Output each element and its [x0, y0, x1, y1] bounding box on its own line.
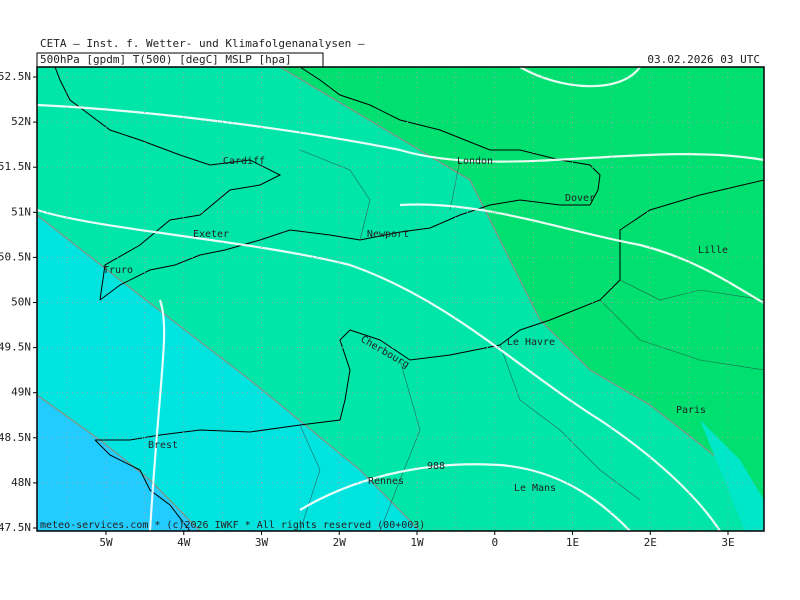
- lat-label: 52N: [11, 115, 31, 128]
- place-label: Newport: [367, 229, 409, 240]
- place-label: Le Mans: [514, 483, 556, 494]
- lon-label: 4W: [177, 536, 191, 549]
- isobar: [519, 67, 641, 88]
- lat-label: 50N: [11, 296, 31, 309]
- isobar: [37, 208, 721, 531]
- coastline: [54, 67, 282, 301]
- isobar: [148, 299, 166, 531]
- footer: meteo-services.com * (c)2026 IWKF * All …: [40, 520, 425, 531]
- isobar: [37, 103, 764, 163]
- lat-label: 49.5N: [0, 341, 31, 354]
- zone-edge: [37, 214, 421, 531]
- contour-label: 988: [427, 461, 445, 472]
- lat-label: 51N: [11, 205, 31, 218]
- lon-label: 0: [491, 536, 498, 549]
- fields: 500hPa [gpdm] T(500) [degC] MSLP [hpa]: [40, 53, 292, 66]
- place-label: Rennes: [368, 476, 404, 487]
- lat-label: 47.5N: [0, 521, 31, 534]
- lon-label: 2W: [333, 536, 347, 549]
- lat-label: 50.5N: [0, 250, 31, 263]
- valid-time: 03.02.2026 03 UTC: [647, 53, 760, 66]
- place-label: Truro: [103, 265, 133, 276]
- zone: [280, 67, 764, 505]
- place-label: Brest: [148, 440, 178, 451]
- place-label: Dover: [565, 193, 595, 204]
- coastline: [94, 439, 191, 531]
- lon-label: 2E: [644, 536, 657, 549]
- place-label: London: [457, 156, 493, 167]
- map-area: London Cardiff Dover Exeter Newport Lille Trur…: [37, 67, 764, 531]
- zone: [37, 215, 420, 531]
- zone: [700, 420, 764, 531]
- map-frame: [36, 66, 765, 532]
- place-label: Cardiff: [223, 156, 265, 167]
- zone-edge: [37, 394, 201, 531]
- lon-label: 3E: [721, 536, 734, 549]
- lat-label: 48N: [11, 476, 31, 489]
- isobar: [299, 463, 631, 531]
- border: [299, 149, 764, 531]
- lat-label: 49N: [11, 386, 31, 399]
- lat-label: 52.5N: [0, 70, 31, 83]
- place-label: Lille: [698, 245, 728, 256]
- lat-label: 48.5N: [0, 431, 31, 444]
- lon-label: 5W: [99, 536, 113, 549]
- lat-label: 51.5N: [0, 160, 31, 173]
- coastline: [99, 67, 601, 301]
- title: CETA – Inst. f. Wetter- und Klimafolgena…: [40, 37, 365, 50]
- coastline: [95, 179, 764, 441]
- place-label: Le Havre: [507, 337, 555, 348]
- isobar: [399, 203, 764, 304]
- place-label: Exeter: [193, 229, 229, 240]
- lon-label: 3W: [255, 536, 269, 549]
- place-label: Paris: [676, 405, 706, 416]
- zone-edge: [279, 67, 764, 506]
- lon-label: 1W: [410, 536, 424, 549]
- lon-label: 1E: [566, 536, 579, 549]
